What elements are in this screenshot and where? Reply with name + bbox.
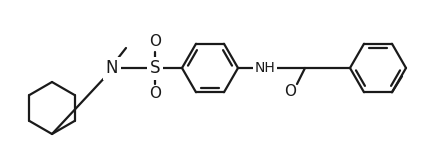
Text: O: O: [149, 87, 161, 101]
Text: NH: NH: [255, 61, 275, 75]
Text: O: O: [284, 84, 296, 100]
Text: N: N: [106, 59, 118, 77]
Text: S: S: [150, 59, 160, 77]
Text: O: O: [149, 35, 161, 49]
